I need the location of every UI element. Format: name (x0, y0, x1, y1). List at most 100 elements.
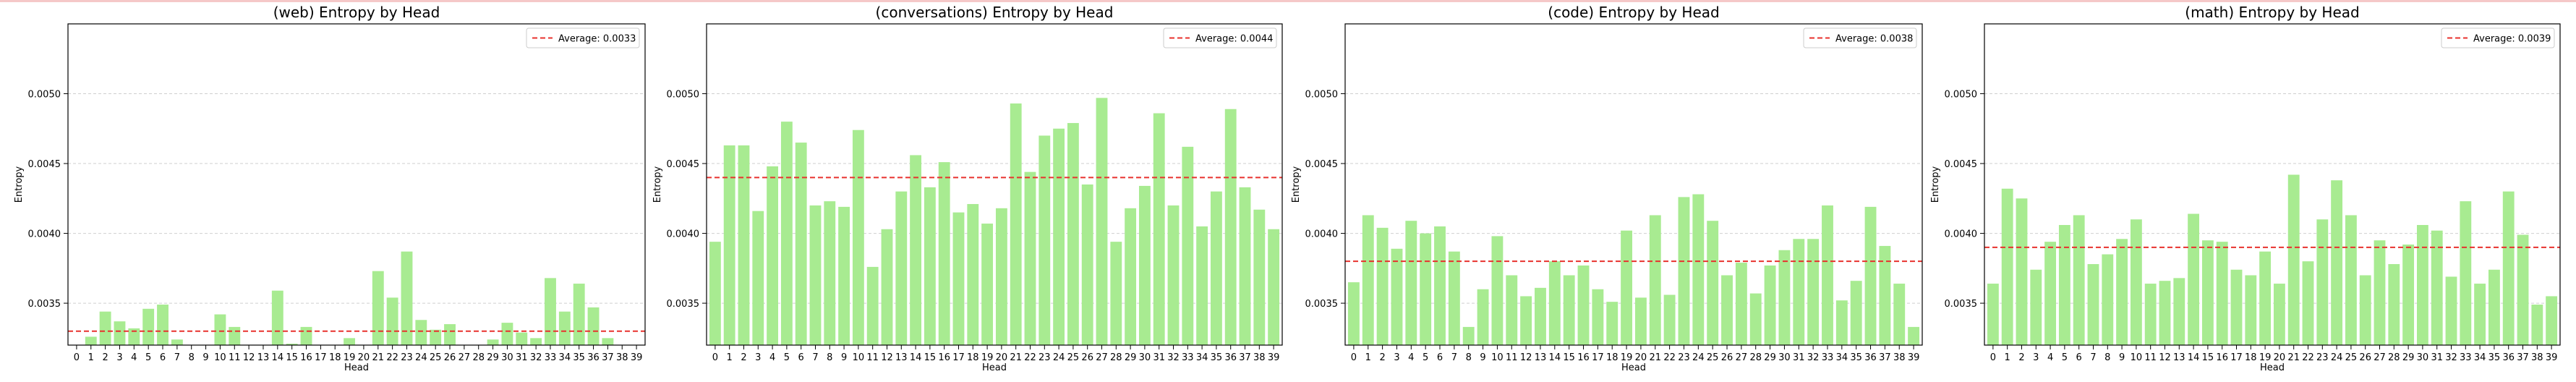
bar (2287, 174, 2300, 345)
bar (1749, 293, 1762, 345)
legend-label: Average: 0.0033 (558, 34, 636, 45)
bar (1649, 215, 1661, 345)
x-tick-label: 37 (602, 352, 614, 363)
x-tick-label: 35 (573, 352, 585, 363)
axes-frame (706, 23, 1283, 346)
bar (1038, 135, 1051, 345)
x-tick-label: 19 (2259, 352, 2272, 363)
x-tick-label: 26 (1081, 352, 1093, 363)
bar (545, 278, 556, 345)
x-tick-label: 20 (1635, 352, 1647, 363)
x-tick-label: 27 (2374, 352, 2386, 363)
bar (2073, 215, 2085, 345)
x-tick-label: 21 (372, 352, 385, 363)
x-tick-label: 2 (741, 352, 746, 363)
x-tick-label: 21 (1010, 352, 1022, 363)
bar (157, 305, 169, 345)
bar (1577, 265, 1590, 345)
legend: Average: 0.0038 (1803, 27, 1917, 48)
x-tick-label: 13 (2173, 352, 2185, 363)
x-tick-label: 7 (174, 352, 180, 363)
bar (114, 321, 126, 345)
bar (1908, 326, 1920, 345)
bar (2245, 275, 2257, 345)
x-tick-label: 32 (2445, 352, 2457, 363)
x-tick-label: 28 (472, 352, 485, 363)
x-tick-label: 15 (1563, 352, 1575, 363)
y-tick-label: 0.0035 (1945, 299, 1978, 310)
bar (214, 314, 226, 345)
x-tick-label: 6 (1437, 352, 1443, 363)
bar (1822, 205, 1833, 345)
bar (1196, 226, 1208, 345)
bar (809, 205, 822, 345)
x-tick-label: 13 (257, 352, 270, 363)
bar (1807, 239, 1820, 345)
x-tick-label: 38 (616, 352, 628, 363)
x-tick-label: 37 (1879, 352, 1891, 363)
legend: Average: 0.0039 (2441, 27, 2555, 48)
bar (1391, 248, 1403, 345)
bar (1764, 265, 1776, 345)
bar (881, 229, 893, 345)
x-tick-label: 2 (2018, 352, 2024, 363)
x-axis-label: Head (982, 362, 1007, 373)
x-tick-label: 13 (1535, 352, 1547, 363)
legend-box (2441, 27, 2555, 48)
bar (1663, 294, 1676, 345)
x-tick-label: 23 (1678, 352, 1690, 363)
x-tick-label: 23 (401, 352, 413, 363)
x-tick-label: 32 (530, 352, 542, 363)
bar (99, 311, 111, 345)
x-tick-label: 16 (1577, 352, 1590, 363)
x-tick-label: 30 (2417, 352, 2429, 363)
bar (2273, 284, 2285, 345)
x-tick-label: 4 (131, 352, 137, 363)
x-tick-label: 30 (1139, 352, 1151, 363)
legend-label: Average: 0.0038 (1835, 34, 1913, 45)
bar (430, 329, 442, 345)
bar (1477, 289, 1489, 345)
bar (1420, 233, 1432, 345)
x-tick-label: 39 (1908, 352, 1920, 363)
x-tick-label: 3 (116, 352, 122, 363)
y-tick-label: 0.0040 (1305, 229, 1339, 240)
x-tick-label: 30 (1778, 352, 1791, 363)
x-tick-label: 29 (1764, 352, 1776, 363)
bar (2201, 240, 2214, 345)
x-tick-label: 7 (2090, 352, 2096, 363)
bar (895, 191, 908, 345)
bar (2058, 224, 2070, 345)
bar (1224, 109, 1237, 345)
x-tick-label: 10 (214, 352, 226, 363)
bar (709, 242, 721, 345)
y-tick-label: 0.0050 (1945, 90, 1978, 101)
bar (2416, 224, 2428, 345)
x-tick-label: 1 (727, 352, 733, 363)
x-tick-label: 17 (315, 352, 327, 363)
axes-frame (1984, 23, 2561, 346)
x-tick-label: 27 (1736, 352, 1748, 363)
x-tick-label: 16 (300, 352, 312, 363)
bar (128, 328, 140, 345)
bar (2517, 234, 2529, 345)
bar (1167, 205, 1180, 345)
bar (2488, 269, 2500, 345)
x-tick-label: 12 (2159, 352, 2171, 363)
x-tick-label: 35 (1850, 352, 1862, 363)
bar (2345, 215, 2357, 345)
bar (995, 208, 1007, 345)
bar (2087, 264, 2099, 345)
x-tick-label: 4 (2047, 352, 2053, 363)
x-tick-label: 29 (2402, 352, 2415, 363)
x-tick-label: 6 (2076, 352, 2082, 363)
x-tick-label: 5 (145, 352, 151, 363)
x-tick-label: 23 (2316, 352, 2329, 363)
x-axis-label: Head (1621, 362, 1646, 373)
bar (2316, 219, 2329, 345)
bar (795, 143, 807, 345)
legend-box (1803, 27, 1917, 48)
bar (1153, 113, 1165, 345)
